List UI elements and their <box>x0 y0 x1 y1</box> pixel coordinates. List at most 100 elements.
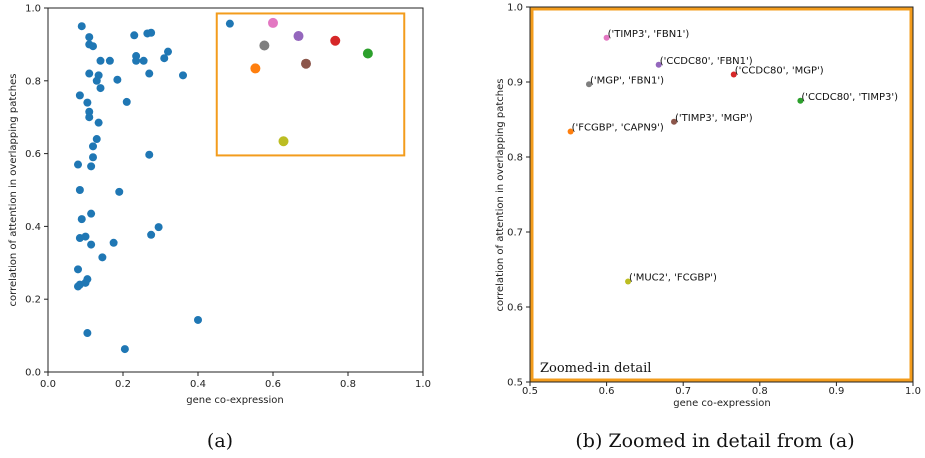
panel-b-point-label: ('FCGBP', 'CAPN9') <box>572 123 664 134</box>
panel-b-point-label: ('MGP', 'FBN1') <box>590 75 664 86</box>
panel-a-point <box>85 33 94 42</box>
panel-a-point <box>164 47 172 56</box>
panel-a-xtick-label: 0.6 <box>265 379 281 390</box>
panel-a-ytick-label: 0.6 <box>25 149 41 160</box>
panel-b-xtick-label: 0.8 <box>752 386 768 397</box>
panel-a-point <box>96 84 105 93</box>
panel-a-xtick-label: 1.0 <box>415 379 431 390</box>
panel-a-ytick-label: 0.2 <box>25 295 41 306</box>
panel-a-point <box>120 345 129 354</box>
panel-a-point <box>89 142 97 151</box>
panel-a-xlabel: gene co-expression <box>186 395 284 406</box>
panel-a-point <box>92 135 101 144</box>
panel-a-point <box>94 118 103 127</box>
panel-a-highlight-point <box>330 35 341 46</box>
panel-a-point <box>154 223 163 232</box>
panel-a-point <box>113 75 122 84</box>
panel-a-point <box>81 232 90 241</box>
panel-b-point <box>625 278 632 285</box>
panel-a-point <box>74 265 82 274</box>
panel-a-point <box>85 113 94 122</box>
panel-b-point-label: ('TIMP3', 'FBN1') <box>608 29 690 40</box>
panel-b-point-label: ('CCDC80', 'TIMP3') <box>801 92 898 103</box>
panel-a-highlight-point <box>362 48 373 59</box>
panel-a-highlight-point <box>293 31 304 42</box>
panel-a-xtick-label: 0.4 <box>190 379 206 390</box>
panel-a-point <box>105 56 114 65</box>
panel-a-point <box>122 97 131 106</box>
panel-a-highlight-box <box>215 12 406 157</box>
panel-b-ytick-label: 0.5 <box>507 378 523 389</box>
panel-a-point <box>115 187 124 196</box>
panel-b-xlabel: gene co-expression <box>673 398 771 409</box>
panel-b-point-label: ('MUC2', 'FCGBP') <box>629 273 717 284</box>
panel-a-highlight-point <box>259 40 270 51</box>
panel-b-highlight-frame <box>530 7 913 382</box>
panel-a-ytick-label: 0.8 <box>25 76 41 87</box>
panel-a-point <box>132 56 141 65</box>
panel-a-ylabel: correlation of attention in overlapping … <box>8 74 19 307</box>
panel-b-ytick-label: 0.6 <box>507 303 523 314</box>
panel-b-point <box>585 81 592 88</box>
panel-a-point <box>98 253 107 262</box>
panel-b-point-label: ('TIMP3', 'MGP') <box>675 113 753 124</box>
panel-a-point <box>74 282 82 291</box>
panel-b-ylabel: correlation of attention in overlapping … <box>495 79 506 312</box>
panel-a-point <box>147 28 156 37</box>
panel-a-xtick-label: 0.8 <box>340 379 356 390</box>
panel-a-point <box>145 69 154 78</box>
panel-b-ytick-label: 0.7 <box>507 228 523 239</box>
panel-a-point <box>89 153 97 162</box>
panel-b-caption: (b) Zoomed in detail from (a) <box>575 430 854 452</box>
panel-b-axes-frame <box>529 6 914 383</box>
panel-a-point <box>75 186 84 194</box>
panel-a-point <box>89 42 97 51</box>
panel-a-scatter: 0.0 0.2 0.4 0.6 0.8 1.0 0.0 0.2 0.4 0.6 0.8 1.0 gen… <box>8 4 431 453</box>
panel-a-highlight-point <box>301 58 311 69</box>
panel-a-point <box>225 19 234 28</box>
panel-b-ytick-label: 1.0 <box>507 3 523 14</box>
panel-a-highlight-point <box>268 17 278 28</box>
panel-b-annotation: Zoomed-in detail <box>540 361 651 376</box>
panel-b-point <box>671 118 678 125</box>
panel-a-ytick-label: 0.4 <box>25 222 41 233</box>
panel-b-point <box>567 128 574 135</box>
panel-a-point <box>130 31 139 40</box>
panel-b-xtick-label: 0.6 <box>599 386 615 397</box>
panel-a-point <box>87 209 96 218</box>
panel-a-point <box>77 22 86 31</box>
panel-a-point <box>139 56 148 65</box>
panel-a-xtick-label: 0.2 <box>115 379 131 390</box>
panel-a-point <box>87 240 96 249</box>
panel-a-xtick-label: 0.0 <box>40 379 56 390</box>
panel-a-point <box>96 56 105 65</box>
panel-a-point <box>194 315 202 324</box>
panel-a-highlight-point <box>278 136 289 147</box>
panel-a-ytick-label: 1.0 <box>25 4 41 15</box>
panel-a-point <box>92 76 101 85</box>
panel-b-point-label: ('CCDC80', 'FBN1') <box>660 56 753 67</box>
panel-b-xtick-label: 0.9 <box>828 386 844 397</box>
panel-a-point <box>147 230 156 239</box>
panel-a-point <box>74 160 82 169</box>
panel-a-point <box>75 91 84 100</box>
panel-a-point <box>87 162 96 171</box>
panel-b-xtick-label: 1.0 <box>905 386 921 397</box>
panel-b-point <box>730 71 737 78</box>
panel-b-xtick-label: 0.7 <box>675 386 691 397</box>
panel-a-point <box>77 215 86 224</box>
panel-a-point <box>179 71 187 80</box>
panel-a-point <box>83 98 92 107</box>
panel-a-ytick-label: 0.0 <box>25 368 41 379</box>
panel-a-point <box>81 278 90 287</box>
panel-b-ytick-label: 0.8 <box>507 153 523 164</box>
panel-a-axes-frame <box>47 7 424 373</box>
panel-a-point <box>109 238 118 247</box>
panel-b-point <box>603 34 610 41</box>
panel-a-caption: (a) <box>207 430 233 452</box>
panel-a-point <box>145 150 154 159</box>
panel-a-point <box>83 329 92 338</box>
panel-b-point <box>655 61 662 68</box>
panel-b-point <box>797 97 804 104</box>
